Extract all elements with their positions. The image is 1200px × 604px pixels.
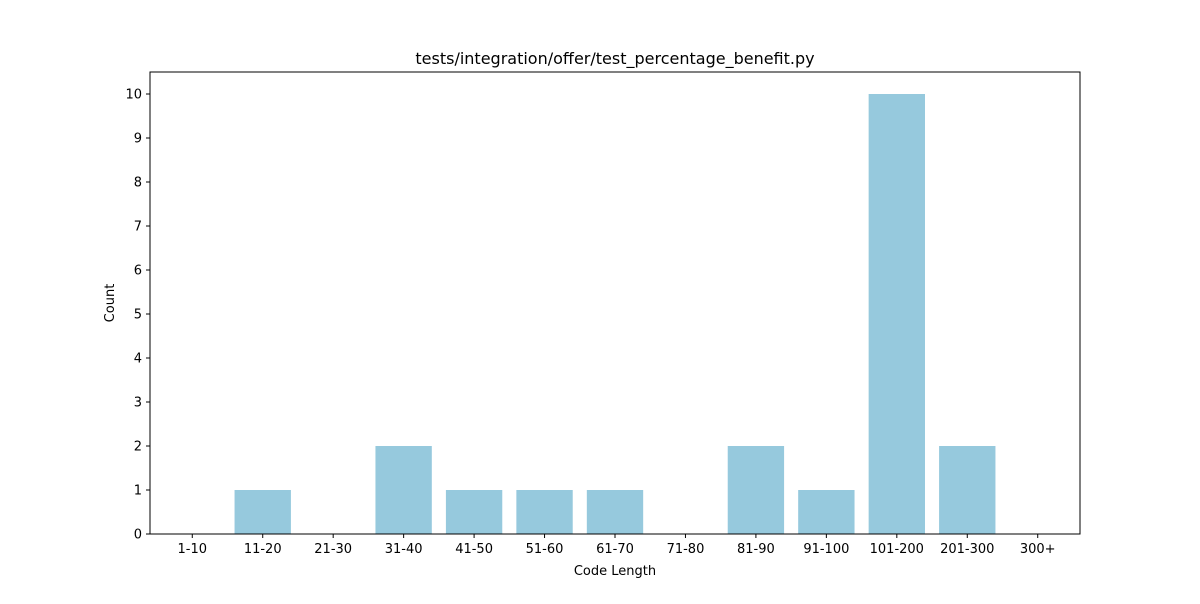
bar-41-50 bbox=[445, 490, 503, 534]
y-tick-label: 5 bbox=[134, 308, 142, 323]
y-tick-label: 2 bbox=[134, 440, 142, 455]
x-tick-label: 101-200 bbox=[870, 542, 924, 557]
x-tick-label: 71-80 bbox=[667, 542, 705, 557]
chart-title: tests/integration/offer/test_percentage_… bbox=[415, 49, 814, 69]
y-tick-label: 6 bbox=[134, 264, 142, 279]
x-tick-label: 51-60 bbox=[526, 542, 564, 557]
y-tick-label: 7 bbox=[134, 220, 142, 235]
y-tick-label: 4 bbox=[134, 352, 142, 367]
y-axis-ticks: 0 1 2 3 4 5 6 7 8 9 10 bbox=[125, 88, 150, 543]
x-tick-label: 61-70 bbox=[596, 542, 634, 557]
y-tick-label: 3 bbox=[134, 396, 142, 411]
bar-11-20 bbox=[234, 490, 291, 534]
bar-61-70 bbox=[586, 490, 644, 534]
bar-201-300 bbox=[939, 446, 996, 534]
bars-group bbox=[234, 94, 996, 534]
x-tick-label: 300+ bbox=[1020, 542, 1056, 557]
bar-31-40 bbox=[375, 446, 432, 534]
bar-51-60 bbox=[516, 490, 573, 534]
bar-101-200 bbox=[868, 94, 925, 534]
x-tick-label: 91-100 bbox=[803, 542, 849, 557]
plot-frame bbox=[149, 71, 1081, 535]
x-tick-label: 81-90 bbox=[737, 542, 775, 557]
y-tick-label: 10 bbox=[125, 88, 142, 103]
y-tick-label: 8 bbox=[134, 176, 142, 191]
y-axis-label: Count bbox=[103, 284, 118, 323]
x-tick-label: 201-300 bbox=[940, 542, 994, 557]
x-tick-label: 11-20 bbox=[244, 542, 282, 557]
x-axis-label: Code Length bbox=[574, 564, 656, 579]
y-tick-label: 0 bbox=[134, 528, 142, 543]
y-tick-label: 1 bbox=[134, 484, 142, 499]
y-tick-label: 9 bbox=[134, 132, 142, 147]
bar-81-90 bbox=[727, 446, 785, 534]
x-tick-label: 21-30 bbox=[314, 542, 352, 557]
x-axis-ticks: 1-10 11-20 21-30 31-40 41-50 51-60 61-70 71-80 8… bbox=[178, 534, 1056, 557]
x-tick-label: 1-10 bbox=[178, 542, 208, 557]
bar-91-100 bbox=[798, 490, 855, 534]
x-tick-label: 31-40 bbox=[385, 542, 423, 557]
x-tick-label: 41-50 bbox=[455, 542, 493, 557]
